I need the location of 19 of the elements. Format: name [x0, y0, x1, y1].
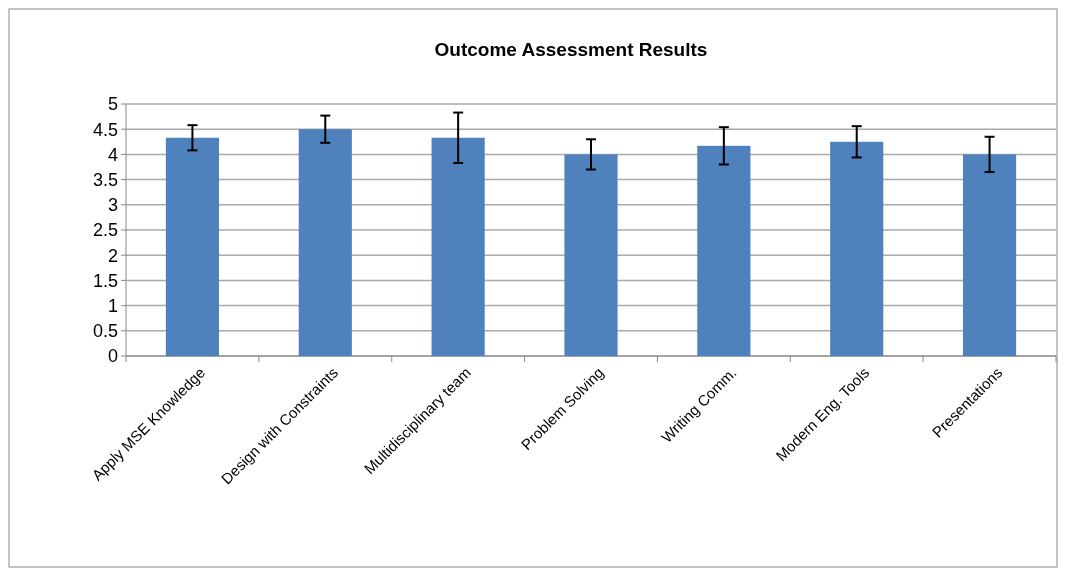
- y-tick-label: 4: [107, 144, 118, 165]
- bar: [165, 137, 219, 356]
- y-tick-label: 3.5: [92, 169, 118, 190]
- bar: [431, 137, 485, 356]
- chart-title: Outcome Assessment Results: [434, 39, 708, 60]
- y-tick-label: 0.5: [92, 321, 118, 342]
- y-tick-label: 3: [107, 195, 118, 216]
- y-tick-label: 1: [107, 295, 118, 316]
- bar: [697, 145, 751, 356]
- y-tick-label: 2: [107, 245, 118, 266]
- y-tick-label: 5: [107, 94, 118, 115]
- bar: [830, 141, 884, 356]
- bar: [564, 154, 618, 356]
- bar: [298, 129, 352, 356]
- y-tick-label: 2.5: [92, 220, 118, 241]
- bar: [963, 154, 1017, 356]
- y-tick-label: 0: [107, 346, 118, 367]
- y-tick-label: 4.5: [92, 119, 118, 140]
- y-tick-label: 1.5: [92, 270, 118, 291]
